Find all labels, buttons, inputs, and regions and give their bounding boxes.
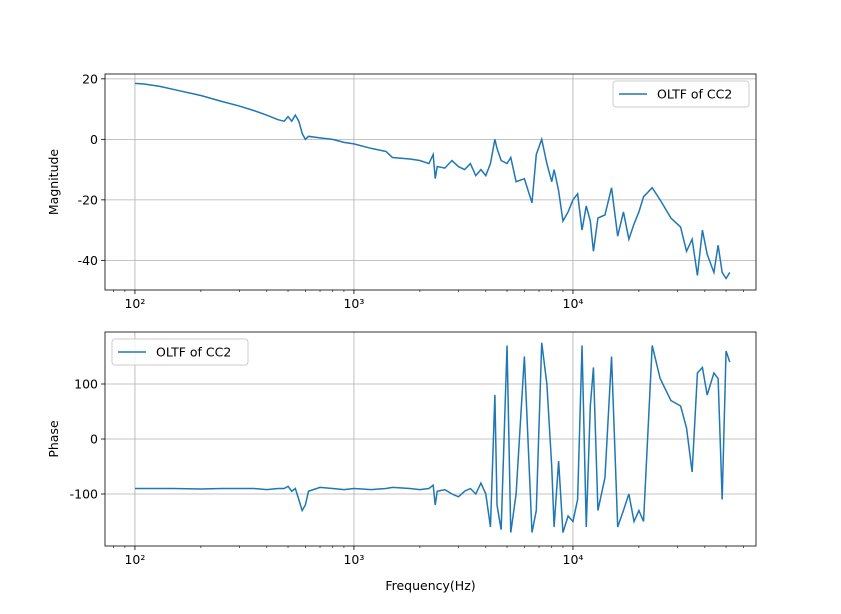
y-tick-label: -40 <box>78 253 98 268</box>
x-tick-label: 10³ <box>343 552 364 567</box>
legend-box <box>612 80 750 108</box>
legend-box <box>111 338 249 366</box>
y-axis-label: Phase <box>46 420 61 458</box>
x-tick-label: 10² <box>124 552 145 567</box>
x-tick-label: 10³ <box>343 296 364 311</box>
y-axis-label: Magnitude <box>46 149 61 216</box>
x-tick-label: 10⁴ <box>563 296 584 311</box>
y-tick-label: 100 <box>74 376 98 391</box>
x-axis-label: Frequency(Hz) <box>385 578 475 593</box>
y-tick-label: 0 <box>90 132 98 147</box>
legend-label: OLTF of CC2 <box>657 87 732 102</box>
line <box>134 82 731 280</box>
x-tick-label: 10⁴ <box>563 552 584 567</box>
x-tick-label: 10² <box>124 296 145 311</box>
y-tick-label: -20 <box>78 192 98 207</box>
y-tick-label: 0 <box>90 432 98 447</box>
legend-label: OLTF of CC2 <box>156 345 231 360</box>
axes-frame <box>104 73 757 291</box>
y-tick-label: 20 <box>82 71 98 86</box>
line <box>134 342 731 533</box>
y-tick-label: -100 <box>70 487 98 502</box>
axes-frame <box>104 331 757 547</box>
